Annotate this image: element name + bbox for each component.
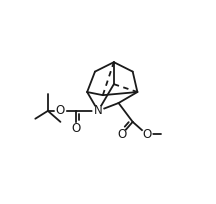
- Text: O: O: [71, 122, 81, 135]
- Text: O: O: [117, 128, 126, 141]
- Ellipse shape: [71, 123, 81, 133]
- Ellipse shape: [93, 106, 103, 116]
- Ellipse shape: [55, 106, 65, 116]
- Text: N: N: [94, 104, 103, 117]
- Text: O: O: [56, 104, 65, 117]
- Text: O: O: [142, 128, 151, 141]
- Ellipse shape: [142, 130, 152, 139]
- Ellipse shape: [117, 130, 127, 139]
